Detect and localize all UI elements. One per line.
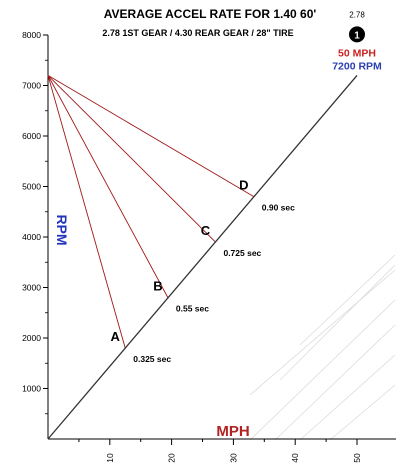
y-tick-label-7000: 7000: [22, 81, 41, 91]
y-tick-label-3000: 3000: [22, 283, 41, 293]
x-axis-ticks: 10 20 30 40 50: [78, 439, 362, 463]
point-letter-b: B: [153, 279, 162, 294]
point-time-b: 0.55 sec: [176, 304, 209, 314]
chart-subtitle: 2.78 1ST GEAR / 4.30 REAR GEAR / 28" TIR…: [102, 28, 293, 38]
chart-title: AVERAGE ACCEL RATE FOR 1.40 60': [104, 7, 317, 21]
end-mph-label: 50 MPH: [338, 47, 376, 59]
point-letter-c: C: [201, 223, 211, 238]
background-diagonal-lines: [249, 254, 396, 441]
y-tick-label-5000: 5000: [22, 182, 41, 192]
background-line-3: [299, 354, 396, 441]
point-time-a: 0.325 sec: [133, 354, 171, 364]
y-tick-label-1000: 1000: [22, 384, 41, 394]
y-axis-ticks: 1000 2000 3000 4000 5000 6000 7000 8000: [22, 30, 48, 415]
ray-d: [47, 75, 255, 197]
x-tick-label-40: 40: [290, 453, 300, 463]
point-labels: A 0.325 sec B 0.55 sec C 0.725 sec D 0.90 sec: [111, 178, 296, 365]
point-letter-d: D: [239, 178, 248, 193]
background-line-6: [299, 254, 396, 346]
background-line-1: [249, 299, 396, 441]
y-tick-label-4000: 4000: [22, 232, 41, 242]
background-line-4: [329, 384, 396, 441]
ray-c: [47, 75, 216, 243]
gear-ratio-label: 2.78: [349, 10, 365, 19]
x-tick-label-50: 50: [352, 453, 362, 463]
y-tick-label-8000: 8000: [22, 30, 41, 40]
point-time-c: 0.725 sec: [223, 248, 261, 258]
y-tick-label-6000: 6000: [22, 131, 41, 141]
background-line-7: [249, 269, 396, 396]
launch-rays: [47, 75, 255, 349]
point-time-d: 0.90 sec: [262, 203, 295, 213]
background-line-5: [279, 264, 396, 381]
ray-b: [47, 75, 169, 298]
background-line-2: [274, 324, 396, 441]
y-axis-label: RPM: [54, 214, 70, 245]
gear-marker-circle: [349, 26, 365, 43]
x-tick-label-30: 30: [228, 453, 238, 463]
ray-a: [47, 75, 126, 349]
y-tick-label-2000: 2000: [22, 333, 41, 343]
point-letter-a: A: [111, 329, 121, 344]
x-axis-label: MPH: [216, 423, 249, 440]
gear-line: [47, 74, 358, 440]
gear-marker-number: 1: [354, 30, 360, 41]
x-tick-label-10: 10: [105, 453, 115, 463]
end-rpm-label: 7200 RPM: [332, 60, 382, 72]
x-tick-label-20: 20: [167, 453, 177, 463]
